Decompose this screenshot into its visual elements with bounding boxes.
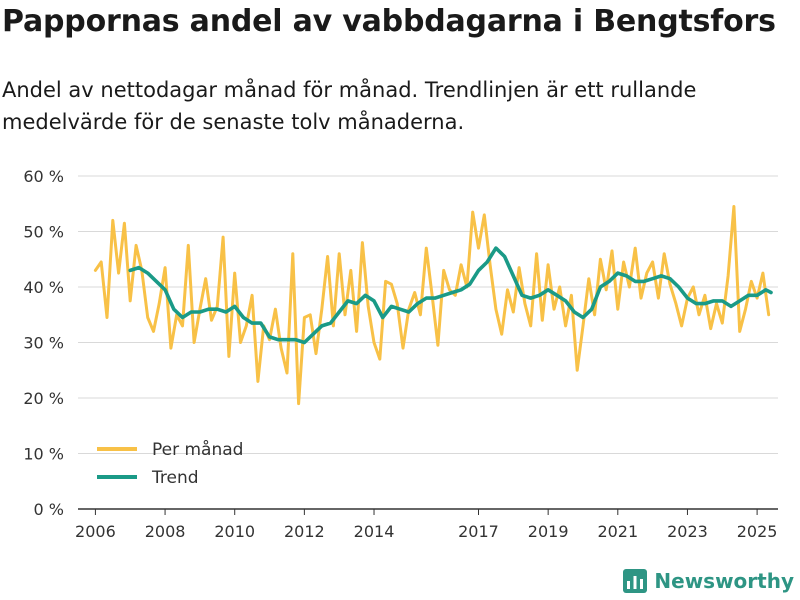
chart-bar-logo-icon — [623, 569, 648, 593]
x-tick-label: 2008 — [145, 522, 186, 541]
legend-label: Per månad — [152, 439, 243, 460]
y-tick-label: 50 % — [23, 223, 64, 242]
series-group — [93, 205, 773, 406]
x-axis: 2006 2008 2010 2012 2014 2017 2019 2021 2023 2025 — [75, 508, 778, 541]
series-line-per-manad — [93, 205, 771, 406]
chart-subtitle: Andel av nettodagar månad för månad. Tre… — [2, 78, 697, 134]
x-tick-label: 2010 — [214, 522, 255, 541]
y-tick-label: 60 % — [23, 167, 64, 186]
brand-name: Newsworthy — [654, 569, 794, 593]
y-tick-label: 20 % — [23, 389, 64, 408]
chart-title: Pappornas andel av vabbdagarna i Bengtsf… — [2, 4, 776, 39]
x-tick-label: 2012 — [284, 522, 325, 541]
y-axis-ticks: 0 % 10 % 20 % 30 % 40 % 50 % 60 % — [23, 167, 64, 519]
legend: Per månad Trend — [97, 439, 243, 488]
legend-label: Trend — [151, 468, 199, 488]
y-tick-label: 40 % — [23, 278, 64, 297]
x-tick-label: 2021 — [597, 522, 638, 541]
x-tick-label: 2023 — [667, 522, 708, 541]
x-tick-label: 2006 — [75, 522, 116, 541]
x-tick-label: 2017 — [458, 522, 499, 541]
x-tick-label: 2025 — [737, 522, 778, 541]
series-line-trend — [128, 246, 773, 345]
x-tick-label: 2019 — [528, 522, 569, 541]
y-tick-label: 0 % — [34, 500, 64, 519]
y-tick-label: 10 % — [23, 445, 64, 464]
brand-footer: Newsworthy — [622, 568, 794, 594]
y-tick-label: 30 % — [23, 334, 64, 353]
x-tick-label: 2014 — [354, 522, 395, 541]
